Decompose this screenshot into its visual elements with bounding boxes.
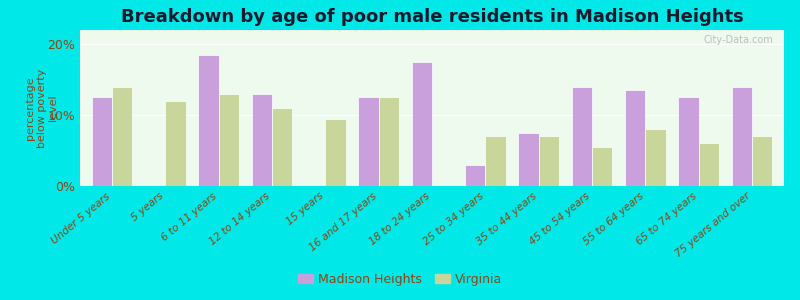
Bar <box>646 129 666 186</box>
Bar <box>518 133 538 186</box>
Text: City-Data.com: City-Data.com <box>704 35 774 45</box>
Bar <box>752 136 772 186</box>
Bar <box>465 165 486 186</box>
Bar <box>412 62 432 186</box>
Bar <box>538 136 559 186</box>
Bar <box>166 101 186 186</box>
Bar <box>678 98 698 186</box>
Bar <box>378 98 399 186</box>
Bar <box>572 87 592 186</box>
Y-axis label: percentage
below poverty
level: percentage below poverty level <box>25 68 58 148</box>
Bar <box>218 94 239 186</box>
Bar <box>592 147 612 186</box>
Bar <box>92 98 112 186</box>
Bar <box>326 118 346 186</box>
Bar <box>112 87 132 186</box>
Bar <box>198 55 218 186</box>
Bar <box>272 108 292 186</box>
Bar <box>358 98 378 186</box>
Bar <box>732 87 752 186</box>
Bar <box>625 90 646 186</box>
Title: Breakdown by age of poor male residents in Madison Heights: Breakdown by age of poor male residents … <box>121 8 743 26</box>
Bar <box>486 136 506 186</box>
Bar <box>698 143 719 186</box>
Bar <box>252 94 272 186</box>
Legend: Madison Heights, Virginia: Madison Heights, Virginia <box>293 268 507 291</box>
